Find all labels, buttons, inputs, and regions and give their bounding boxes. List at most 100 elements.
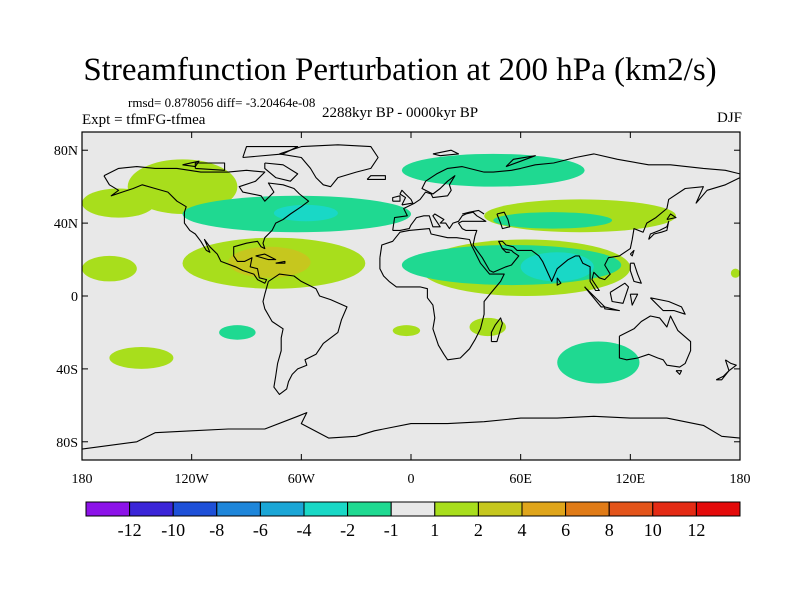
colorbar-swatch — [434, 501, 479, 517]
anomaly-s-indian-neg — [557, 341, 640, 384]
anomaly-indian-neg-core — [520, 252, 594, 282]
colorbar-label: 1 — [430, 520, 439, 540]
anomaly-eurasia-neg — [401, 153, 585, 187]
coastline-new-guinea — [650, 297, 686, 315]
colorbar-label: 12 — [687, 520, 705, 540]
coastline-japan — [648, 220, 670, 240]
anomaly-n-africa-arc-neg — [493, 212, 613, 229]
season-label: DJF — [716, 110, 742, 126]
colorbar-swatch — [390, 501, 436, 517]
colorbar-label: 4 — [518, 520, 527, 540]
period-label: 2288kyr BP - 0000kyr BP — [322, 105, 479, 121]
coastline-uk — [399, 189, 414, 206]
lon-tick-label: 60W — [288, 472, 316, 487]
coastline-new-zealand-south — [715, 370, 730, 381]
coastline-eurasia — [392, 153, 740, 292]
coastline-java — [604, 306, 620, 312]
coastline-hispaniola — [275, 260, 286, 264]
colorbar-label: -6 — [253, 520, 268, 540]
colorbar-swatch — [477, 501, 523, 517]
colorbar-swatch — [347, 501, 392, 517]
coastline-greenland — [279, 144, 379, 188]
anomaly-layer — [82, 153, 740, 384]
coastline-philippines — [629, 262, 642, 284]
colorbar-swatch — [521, 501, 567, 517]
axis-ticks: 80N 40N 0 40S 80S 180 120W 60W 0 60E 120E 180 — [54, 132, 751, 487]
coastline-svalbard — [432, 149, 460, 157]
coastline-australia — [618, 315, 692, 368]
lat-tick-label: 40S — [56, 363, 78, 378]
coastline-ireland — [392, 195, 401, 202]
experiment-label: Expt = tfmFG-tfmea — [82, 112, 206, 128]
colorbar-label: 6 — [561, 520, 570, 540]
lon-tick-label: 0 — [408, 472, 415, 487]
colorbar-swatch — [652, 501, 697, 517]
colorbar-label: -12 — [118, 520, 142, 540]
coastline-sumatra — [584, 286, 606, 308]
colorbar-swatch — [259, 501, 305, 517]
coastline-black-sea-north — [462, 209, 485, 215]
coastline-victoria-island — [194, 162, 226, 171]
lat-tick-label: 40N — [54, 217, 78, 232]
lat-tick-label: 80S — [56, 436, 78, 451]
coastline-tasmania — [675, 370, 683, 375]
colorbar-label: -1 — [384, 520, 399, 540]
anomaly-s-pacific-pos — [109, 347, 174, 369]
coastline-iceland — [366, 175, 386, 180]
colorbar-label: -8 — [209, 520, 224, 540]
colorbar-swatch — [608, 501, 654, 517]
colorbar-label: -4 — [297, 520, 312, 540]
colorbar-label: -10 — [161, 520, 185, 540]
anomaly-s-atlantic-pos — [392, 325, 421, 337]
colorbar-swatch — [565, 501, 610, 517]
colorbar-label: 8 — [605, 520, 614, 540]
coastline-banks-island — [182, 160, 200, 168]
figure-title: Streamfunction Perturbation at 200 hPa (… — [83, 52, 717, 88]
anomaly-n-america-west-pos — [127, 159, 238, 215]
colorbar-swatch — [172, 501, 218, 517]
coastline-hokkaido — [666, 213, 677, 221]
coastline-novaya-zemlya — [505, 155, 536, 168]
coastline-africa — [379, 228, 505, 361]
colorbar-swatch — [303, 501, 349, 517]
coastline-taiwan — [629, 249, 635, 257]
colorbar-swatch — [129, 501, 174, 517]
anomaly-caribbean-pos-core — [228, 246, 311, 278]
stats-line: rmsd= 0.878056 diff= -3.20464e-08 — [128, 95, 316, 110]
coastline-madagascar — [490, 317, 503, 343]
anomaly-e-pacific-pos-small — [730, 268, 740, 278]
lon-tick-label: 180 — [72, 472, 93, 487]
lon-tick-label: 60E — [509, 472, 532, 487]
coastline-caspian — [496, 211, 511, 230]
coastline-cuba — [255, 253, 277, 261]
coastline-ellesmere — [242, 146, 299, 159]
colorbar-swatch — [85, 501, 131, 517]
coastline-south-america — [262, 273, 348, 395]
coastlines — [82, 144, 740, 450]
lon-tick-label: 120W — [175, 472, 210, 487]
lat-tick-label: 80N — [54, 144, 78, 159]
colorbar: -12 -10 -8 -6 -4 -2 -1 1 2 4 6 8 10 12 — [85, 501, 741, 540]
lon-tick-label: 180 — [730, 472, 751, 487]
anomaly-mid-pacific-pos — [82, 255, 137, 282]
colorbar-swatch — [695, 501, 741, 517]
lon-tick-label: 120E — [616, 472, 646, 487]
coastline-baffin — [264, 162, 299, 182]
coastline-arabia-gulf — [498, 241, 510, 253]
colorbar-label: 2 — [474, 520, 483, 540]
coastline-new-zealand — [724, 359, 737, 372]
anomaly-n-pacific-pos — [82, 188, 156, 218]
coastline-antarctica — [82, 412, 740, 450]
anomaly-north-atlantic-neg-core — [273, 204, 338, 222]
anomaly-madagascar-pos — [469, 317, 507, 337]
coastline-sulawesi — [629, 293, 639, 306]
lat-tick-label: 0 — [71, 290, 78, 305]
coastline-sri-lanka — [556, 277, 562, 286]
colorbar-label: 10 — [644, 520, 662, 540]
anomaly-s-pacific-small-neg — [219, 325, 256, 340]
coastline-north-america — [103, 166, 310, 284]
colorbar-label: -2 — [340, 520, 355, 540]
colorbar-swatch — [216, 501, 261, 517]
coastline-borneo — [609, 282, 630, 304]
